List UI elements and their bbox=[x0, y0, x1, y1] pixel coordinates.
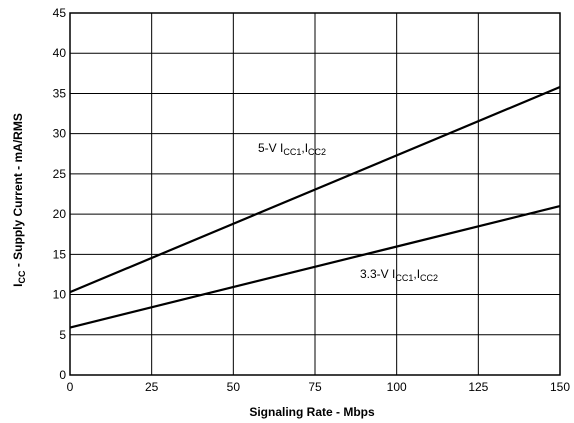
x-tick-label: 25 bbox=[145, 380, 159, 394]
series-line-1 bbox=[69, 204, 561, 329]
x-tick-label: 100 bbox=[387, 380, 407, 394]
y-tick-label: 5 bbox=[59, 328, 66, 342]
x-tick-label: 150 bbox=[550, 380, 570, 394]
y-tick-label: 40 bbox=[53, 46, 67, 60]
y-tick-label: 35 bbox=[53, 86, 67, 100]
grid bbox=[70, 13, 560, 375]
y-tick-label: 45 bbox=[53, 6, 67, 20]
x-tick-label: 125 bbox=[468, 380, 488, 394]
y-tick-label: 15 bbox=[53, 247, 67, 261]
y-tick-label: 0 bbox=[59, 368, 66, 382]
y-tick-label: 30 bbox=[53, 127, 67, 141]
y-axis-title: ICC - Supply Current - mA/RMS bbox=[11, 113, 27, 287]
x-tick-labels: 0 25 50 75 100 125 150 bbox=[67, 380, 571, 394]
plot-frame bbox=[69, 12, 561, 376]
series-line-0 bbox=[69, 85, 561, 294]
x-tick-label: 75 bbox=[308, 380, 322, 394]
y-tick-label: 20 bbox=[53, 207, 67, 221]
x-tick-label: 0 bbox=[67, 380, 74, 394]
series-label-5v: 5-V ICC1,ICC2 bbox=[258, 141, 326, 157]
series-group bbox=[69, 85, 561, 329]
y-tick-label: 25 bbox=[53, 167, 67, 181]
y-tick-labels: 0 5 10 15 20 25 30 35 40 45 bbox=[53, 6, 67, 382]
series-label-3v3: 3.3-V ICC1,ICC2 bbox=[360, 267, 438, 283]
x-tick-label: 50 bbox=[227, 380, 241, 394]
y-tick-label: 10 bbox=[53, 288, 67, 302]
x-axis-title: Signaling Rate - Mbps bbox=[249, 405, 375, 419]
